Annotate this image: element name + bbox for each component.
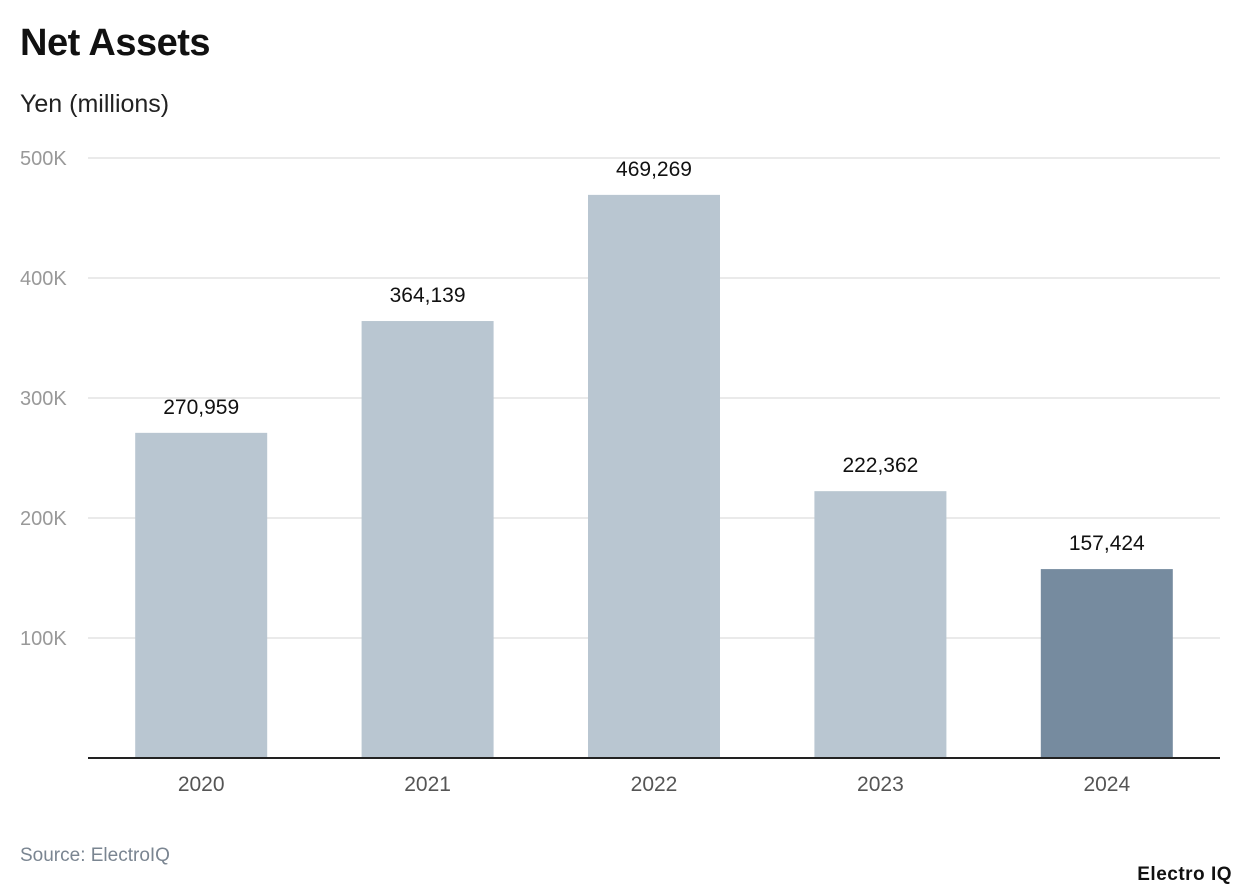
data-label: 364,139 (390, 284, 466, 307)
data-label: 222,362 (842, 454, 918, 477)
bar-2021 (361, 321, 494, 758)
logo: Electro IQ (1137, 864, 1232, 885)
bar-2024 (1040, 569, 1173, 758)
chart-title: Net Assets (20, 22, 211, 64)
y-tick-label: 300K (20, 388, 67, 410)
data-label: 270,959 (163, 396, 239, 419)
y-tick-label: 100K (20, 628, 67, 650)
x-tick-label: 2023 (857, 773, 904, 796)
bar-2020 (135, 432, 268, 758)
data-label: 469,269 (616, 158, 692, 181)
y-tick-label: 200K (20, 508, 67, 530)
x-tick-label: 2024 (1083, 773, 1130, 796)
y-tick-label: 500K (20, 148, 67, 170)
y-tick-label: 400K (20, 268, 67, 290)
bar-2023 (814, 491, 947, 758)
data-label: 157,424 (1069, 532, 1145, 555)
chart-subtitle: Yen (millions) (20, 90, 170, 118)
x-tick-label: 2021 (404, 773, 451, 796)
source-note: Source: ElectroIQ (20, 845, 170, 866)
bar-2022 (588, 194, 720, 758)
x-tick-label: 2020 (178, 773, 225, 796)
x-tick-label: 2022 (631, 773, 678, 796)
